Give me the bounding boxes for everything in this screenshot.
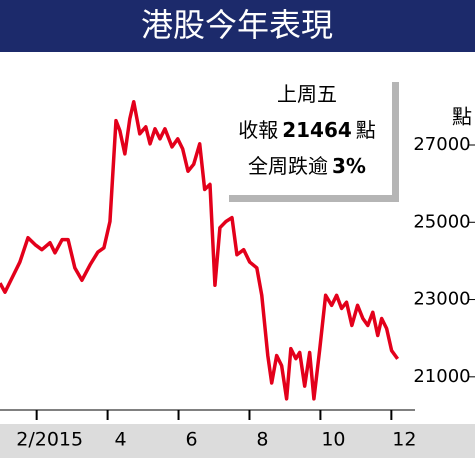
x-tick-label: 2/2015 <box>16 429 83 451</box>
x-tick-label: 12 <box>392 429 416 451</box>
annotation-text: 全周跌逾 <box>248 154 328 178</box>
y-tick-label: 25000 <box>413 211 470 232</box>
x-tick-label: 4 <box>115 429 127 451</box>
x-tick-label: 10 <box>321 429 345 451</box>
x-axis-band <box>0 424 475 458</box>
title-bar <box>0 0 475 52</box>
annotation-text: 21464 <box>282 118 352 142</box>
annotation-line: 上周五 <box>277 82 337 106</box>
annotation-line: 收報 21464 點 <box>238 118 376 142</box>
y-tick-label: 21000 <box>413 366 470 387</box>
annotation-box <box>222 75 392 195</box>
x-tick-label: 6 <box>185 429 197 451</box>
x-tick-label: 8 <box>256 429 268 451</box>
annotation-text: 3% <box>332 154 366 178</box>
chart-title: 港股今年表現 <box>141 6 333 44</box>
annotation-text: 上周五 <box>277 82 337 106</box>
y-axis-label: 點 <box>452 105 472 129</box>
annotation-line: 全周跌逾 3% <box>248 154 366 178</box>
line <box>0 99 400 401</box>
y-tick-label: 23000 <box>413 289 470 310</box>
y-tick-label: 27000 <box>413 134 470 155</box>
annotation-text: 點 <box>356 118 376 142</box>
annotation-text: 收報 <box>238 118 278 142</box>
